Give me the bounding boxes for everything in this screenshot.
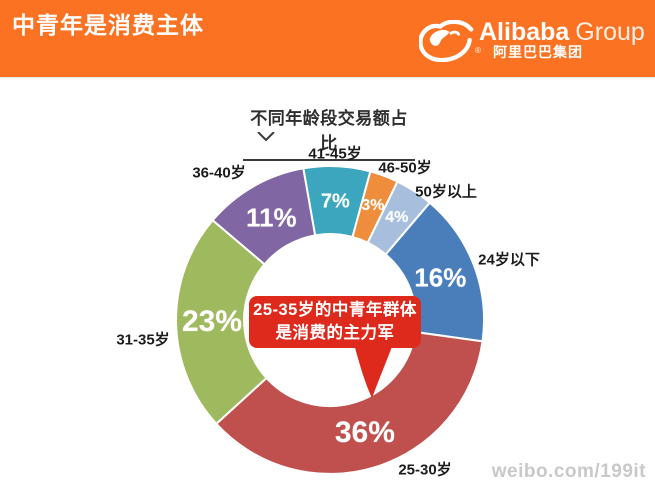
- percent-label-24岁以下: 16%: [414, 262, 467, 293]
- alibaba-group-word: Group: [575, 18, 645, 46]
- header-bar: 中青年是消费主体 Alibaba Group ® 阿里巴巴集团: [0, 0, 655, 78]
- percent-label-36-40岁: 11%: [246, 202, 297, 233]
- age-group-label-50岁以上: 50岁以上: [415, 183, 477, 201]
- age-group-label-41-45岁: 41-45岁: [308, 145, 362, 163]
- percent-label-31-35岁: 23%: [181, 305, 243, 339]
- alibaba-smile-icon: [418, 19, 475, 67]
- chart-title: 不同年龄段交易额占比: [243, 104, 415, 161]
- pie-segment-25-30岁: [214, 330, 484, 475]
- pie-segment-31-35岁: [175, 218, 268, 426]
- age-group-label-36-40岁: 36-40岁: [192, 164, 246, 182]
- percent-label-25-30岁: 36%: [334, 415, 395, 449]
- percent-label-41-45岁: 7%: [320, 190, 350, 213]
- alibaba-chinese-name: 阿里巴巴集团: [493, 44, 583, 60]
- page-title: 中青年是消费主体: [12, 12, 204, 38]
- age-group-label-25-30岁: 25-30岁: [398, 461, 452, 479]
- callout-line1: 25-35岁的中青年群体: [253, 300, 417, 319]
- pie-segment-36-40岁: [211, 167, 317, 266]
- age-group-label-31-35岁: 31-35岁: [116, 331, 170, 349]
- title-underline-notch-icon: [257, 129, 275, 147]
- age-group-label-24岁以下: 24岁以下: [478, 251, 540, 269]
- age-group-label-46-50岁: 46-50岁: [378, 159, 432, 177]
- alibaba-logo: Alibaba Group ® 阿里巴巴集团: [418, 12, 647, 67]
- alibaba-wordmark: Alibaba Group: [479, 18, 645, 46]
- percent-label-46-50岁: 3%: [361, 196, 385, 214]
- callout-bubble: 25-35岁的中青年群体 是消费的主力军: [249, 296, 421, 348]
- registered-trademark-symbol: ®: [475, 46, 481, 55]
- callout-line2: 是消费的主力军: [275, 324, 395, 342]
- percent-label-50岁以上: 4%: [385, 208, 409, 226]
- watermark-text: weibo.com/199it: [491, 461, 646, 482]
